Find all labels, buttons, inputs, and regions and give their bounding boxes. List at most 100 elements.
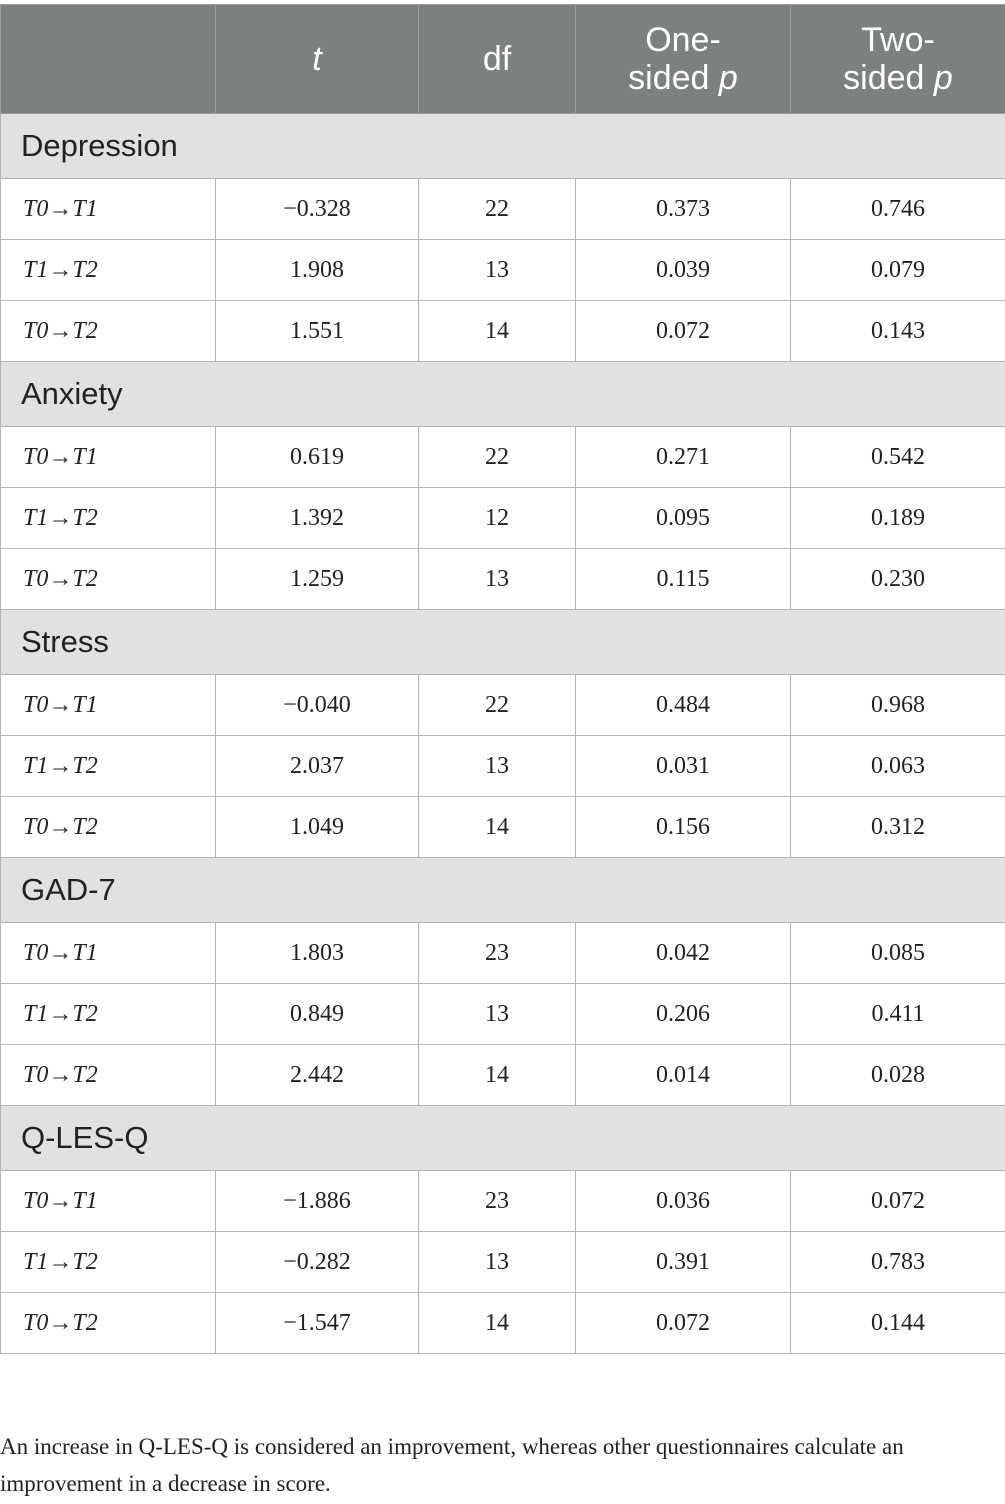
- group-label: Depression: [0, 113, 1005, 179]
- header-two-sided-line2: sided p: [791, 59, 1005, 97]
- two-sided-p-cell: 0.968: [790, 674, 1005, 736]
- t-value-cell: 1.908: [215, 239, 419, 301]
- df-cell: 14: [418, 1292, 576, 1354]
- one-sided-p-cell: 0.039: [575, 239, 791, 301]
- comparison-cell: T0→T1: [0, 178, 216, 240]
- table-row: T0→T1 0.619 22 0.271 0.542: [0, 426, 1005, 488]
- header-t: t: [215, 4, 419, 114]
- df-cell: 14: [418, 796, 576, 858]
- group-row: GAD-7: [0, 857, 1005, 923]
- one-sided-p-cell: 0.042: [575, 922, 791, 984]
- group-row: Q-LES-Q: [0, 1105, 1005, 1171]
- one-sided-p-cell: 0.095: [575, 487, 791, 549]
- one-sided-p-cell: 0.156: [575, 796, 791, 858]
- comparison-cell: T0→T2: [0, 796, 216, 858]
- df-cell: 23: [418, 1170, 576, 1232]
- comparison-cell: T1→T2: [0, 1231, 216, 1293]
- comparison-cell: T1→T2: [0, 487, 216, 549]
- header-row: t df One- sided p Two- sided p: [0, 4, 1005, 114]
- table-row: T1→T2 −0.282 13 0.391 0.783: [0, 1231, 1005, 1293]
- df-cell: 13: [418, 1231, 576, 1293]
- table-row: T0→T1 1.803 23 0.042 0.085: [0, 922, 1005, 984]
- df-cell: 13: [418, 735, 576, 797]
- table-header: t df One- sided p Two- sided p: [0, 4, 1005, 114]
- one-sided-p-cell: 0.373: [575, 178, 791, 240]
- group-label: Q-LES-Q: [0, 1105, 1005, 1171]
- t-value-cell: 1.392: [215, 487, 419, 549]
- table-row: T0→T2 1.259 13 0.115 0.230: [0, 548, 1005, 610]
- comparison-cell: T1→T2: [0, 983, 216, 1045]
- df-cell: 14: [418, 1044, 576, 1106]
- header-two-sided-p: Two- sided p: [790, 4, 1005, 114]
- one-sided-p-cell: 0.115: [575, 548, 791, 610]
- df-cell: 12: [418, 487, 576, 549]
- one-sided-p-cell: 0.036: [575, 1170, 791, 1232]
- table-row: T0→T2 1.049 14 0.156 0.312: [0, 796, 1005, 858]
- one-sided-p-cell: 0.031: [575, 735, 791, 797]
- table-row: T1→T2 0.849 13 0.206 0.411: [0, 983, 1005, 1045]
- t-value-cell: −0.328: [215, 178, 419, 240]
- two-sided-p-cell: 0.783: [790, 1231, 1005, 1293]
- df-cell: 22: [418, 674, 576, 736]
- t-value-cell: 1.049: [215, 796, 419, 858]
- group-label: GAD-7: [0, 857, 1005, 923]
- two-sided-p-cell: 0.746: [790, 178, 1005, 240]
- header-df: df: [418, 4, 576, 114]
- one-sided-p-cell: 0.391: [575, 1231, 791, 1293]
- comparison-cell: T0→T2: [0, 300, 216, 362]
- df-cell: 23: [418, 922, 576, 984]
- table-row: T0→T2 −1.547 14 0.072 0.144: [0, 1292, 1005, 1354]
- one-sided-p-cell: 0.014: [575, 1044, 791, 1106]
- comparison-cell: T0→T1: [0, 426, 216, 488]
- table-row: T1→T2 1.392 12 0.095 0.189: [0, 487, 1005, 549]
- t-value-cell: 0.849: [215, 983, 419, 1045]
- table-footnote: An increase in Q-LES-Q is considered an …: [0, 1434, 904, 1496]
- comparison-cell: T1→T2: [0, 239, 216, 301]
- t-value-cell: −0.040: [215, 674, 419, 736]
- header-t-label: t: [312, 40, 322, 78]
- table-row: T0→T1 −0.328 22 0.373 0.746: [0, 178, 1005, 240]
- df-cell: 22: [418, 426, 576, 488]
- two-sided-p-cell: 0.542: [790, 426, 1005, 488]
- t-value-cell: 1.803: [215, 922, 419, 984]
- one-sided-p-cell: 0.072: [575, 300, 791, 362]
- header-one-sided-line1: One-: [645, 21, 721, 59]
- t-value-cell: 1.259: [215, 548, 419, 610]
- header-one-sided-line2: sided p: [576, 59, 790, 97]
- group-label: Anxiety: [0, 361, 1005, 427]
- table-row: T0→T1 −1.886 23 0.036 0.072: [0, 1170, 1005, 1232]
- results-table: t df One- sided p Two- sided p Depressio…: [0, 4, 1005, 1354]
- group-row: Stress: [0, 609, 1005, 675]
- t-value-cell: 1.551: [215, 300, 419, 362]
- t-value-cell: 0.619: [215, 426, 419, 488]
- one-sided-p-cell: 0.072: [575, 1292, 791, 1354]
- table-row: T1→T2 1.908 13 0.039 0.079: [0, 239, 1005, 301]
- df-cell: 13: [418, 239, 576, 301]
- two-sided-p-cell: 0.085: [790, 922, 1005, 984]
- header-blank-cell: [0, 4, 216, 114]
- header-one-sided-word: sided: [628, 59, 710, 97]
- group-row: Anxiety: [0, 361, 1005, 427]
- header-two-sided-line1: Two-: [861, 21, 935, 59]
- two-sided-p-cell: 0.063: [790, 735, 1005, 797]
- table-row: T0→T1 −0.040 22 0.484 0.968: [0, 674, 1005, 736]
- one-sided-p-cell: 0.206: [575, 983, 791, 1045]
- t-value-cell: 2.037: [215, 735, 419, 797]
- two-sided-p-cell: 0.028: [790, 1044, 1005, 1106]
- df-cell: 22: [418, 178, 576, 240]
- comparison-cell: T0→T1: [0, 1170, 216, 1232]
- header-two-sided-word: sided: [843, 59, 925, 97]
- comparison-cell: T0→T1: [0, 674, 216, 736]
- t-value-cell: −1.547: [215, 1292, 419, 1354]
- df-cell: 13: [418, 548, 576, 610]
- comparison-cell: T1→T2: [0, 735, 216, 797]
- group-label: Stress: [0, 609, 1005, 675]
- two-sided-p-cell: 0.144: [790, 1292, 1005, 1354]
- comparison-cell: T0→T2: [0, 1292, 216, 1354]
- one-sided-p-cell: 0.271: [575, 426, 791, 488]
- two-sided-p-cell: 0.411: [790, 983, 1005, 1045]
- two-sided-p-cell: 0.143: [790, 300, 1005, 362]
- two-sided-p-cell: 0.189: [790, 487, 1005, 549]
- df-cell: 13: [418, 983, 576, 1045]
- table-body: Depression T0→T1 −0.328 22 0.373 0.746 T1→T2 1.…: [0, 113, 1005, 1354]
